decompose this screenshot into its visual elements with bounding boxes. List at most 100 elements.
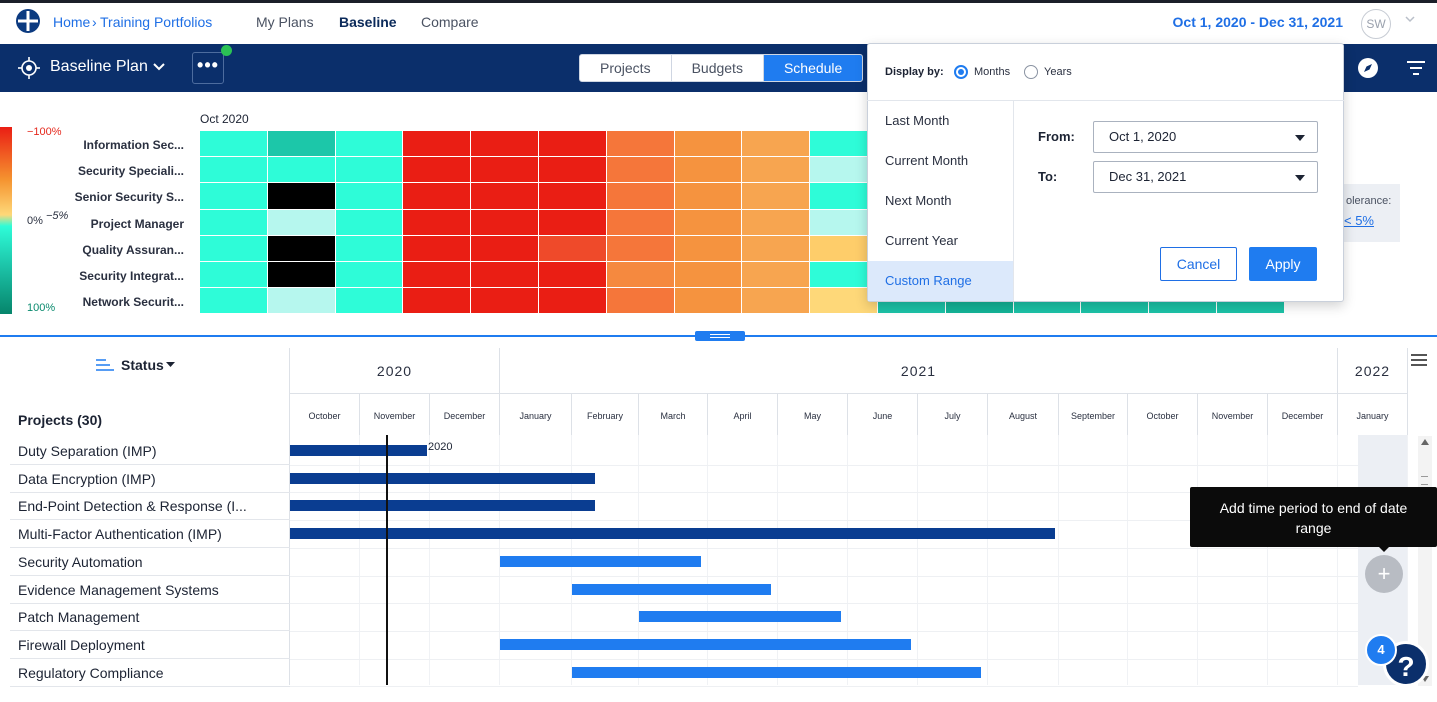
project-row[interactable]: Data Encryption (IMP) [10,465,290,493]
project-row[interactable]: Duty Separation (IMP) [10,437,290,465]
apply-button[interactable]: Apply [1249,247,1317,281]
compass-icon[interactable] [1357,57,1379,79]
heatmap-cell[interactable] [810,183,878,210]
radio-months[interactable] [954,65,968,79]
heatmap-cell[interactable] [539,157,607,184]
project-schedule-bar[interactable] [290,528,1056,540]
splitter-drag-handle[interactable] [695,331,745,341]
project-schedule-bar[interactable] [290,472,596,484]
help-notification-badge[interactable]: 4 [1365,634,1397,666]
heatmap-cell[interactable] [674,288,743,315]
heatmap-cell[interactable] [403,131,472,158]
heatmap-cell[interactable] [606,209,675,236]
heatmap-cell[interactable] [606,235,675,262]
project-row[interactable]: Security Automation [10,548,290,576]
radio-years[interactable] [1024,65,1038,79]
heatmap-cell[interactable] [200,288,268,315]
heatmap-cell[interactable] [471,209,539,236]
user-avatar[interactable]: SW [1361,9,1391,39]
heatmap-cell[interactable] [606,183,675,210]
heatmap-cell[interactable] [403,157,472,184]
heatmap-cell[interactable] [742,262,811,289]
tab-schedule[interactable]: Schedule [763,55,863,81]
project-row[interactable]: Evidence Management Systems [10,576,290,604]
chevron-down-icon[interactable] [1404,13,1416,25]
more-options-button[interactable]: ••• [192,52,224,84]
heatmap-cell[interactable] [403,262,472,289]
preset-last-month[interactable]: Last Month [885,113,950,128]
heatmap-cell[interactable] [200,262,268,289]
plan-selector[interactable]: Baseline Plan [50,58,148,75]
heatmap-cell[interactable] [471,288,539,315]
heatmap-cell[interactable] [742,131,811,158]
nav-compare[interactable]: Compare [421,14,479,30]
heatmap-cell[interactable] [810,131,878,158]
heatmap-cell[interactable] [539,131,607,158]
nav-baseline[interactable]: Baseline [339,14,397,30]
heatmap-cell[interactable] [335,157,404,184]
heatmap-cell[interactable] [539,209,607,236]
heatmap-cell[interactable] [539,288,607,315]
project-row[interactable]: Multi-Factor Authentication (IMP) [10,520,290,549]
tolerance-value-link[interactable]: < 5% [1344,213,1374,228]
heatmap-cell[interactable] [539,183,607,210]
project-row[interactable]: Patch Management [10,603,290,632]
heatmap-cell[interactable] [200,183,268,210]
heatmap-cell[interactable] [810,288,878,315]
heatmap-cell[interactable] [471,235,539,262]
heatmap-cell[interactable] [335,209,404,236]
project-schedule-bar[interactable] [290,445,427,456]
heatmap-cell[interactable] [742,183,811,210]
help-button[interactable]: ? [1383,641,1429,687]
heatmap-cell[interactable] [403,235,472,262]
from-date-select[interactable]: Oct 1, 2020 [1093,121,1318,153]
radio-months-label[interactable]: Months [974,66,1011,78]
sort-icon[interactable] [96,359,114,371]
heatmap-cell[interactable] [471,157,539,184]
heatmap-cell[interactable] [267,157,336,184]
heatmap-cell[interactable] [200,131,268,158]
heatmap-cell[interactable] [810,262,878,289]
heatmap-cell[interactable] [539,235,607,262]
heatmap-cell[interactable] [267,183,336,210]
heatmap-cell[interactable] [267,235,336,262]
project-row[interactable]: Firewall Deployment [10,631,290,659]
heatmap-cell[interactable] [335,235,404,262]
project-schedule-bar[interactable] [500,555,702,567]
heatmap-cell[interactable] [403,288,472,315]
preset-current-year[interactable]: Current Year [885,233,958,248]
project-schedule-bar[interactable] [572,583,771,595]
radio-years-label[interactable]: Years [1044,66,1072,78]
heatmap-cell[interactable] [403,183,472,210]
preset-custom-range[interactable]: Custom Range [868,261,1013,301]
breadcrumb-home[interactable]: Home [53,14,91,30]
preset-next-month[interactable]: Next Month [885,193,952,208]
heatmap-cell[interactable] [742,157,811,184]
heatmap-cell[interactable] [742,288,811,315]
tab-budgets[interactable]: Budgets [672,55,764,81]
project-schedule-bar[interactable] [639,611,841,623]
heatmap-cell[interactable] [335,131,404,158]
to-date-select[interactable]: Dec 31, 2021 [1093,161,1318,193]
heatmap-cell[interactable] [606,262,675,289]
heatmap-cell[interactable] [742,235,811,262]
project-schedule-bar[interactable] [500,638,911,650]
filter-menu-icon[interactable] [1406,60,1426,76]
tab-projects[interactable]: Projects [580,55,672,81]
heatmap-cell[interactable] [742,209,811,236]
heatmap-cell[interactable] [471,131,539,158]
cancel-button[interactable]: Cancel [1160,247,1237,281]
project-row[interactable]: Regulatory Compliance [10,659,290,687]
heatmap-cell[interactable] [267,209,336,236]
project-schedule-bar[interactable] [290,500,596,512]
heatmap-cell[interactable] [606,288,675,315]
heatmap-cell[interactable] [674,157,743,184]
heatmap-cell[interactable] [674,183,743,210]
heatmap-cell[interactable] [471,183,539,210]
column-menu-icon[interactable] [1410,353,1428,367]
heatmap-cell[interactable] [200,209,268,236]
heatmap-cell[interactable] [267,288,336,315]
breadcrumb-current[interactable]: Training Portfolios [100,14,213,30]
heatmap-cell[interactable] [200,157,268,184]
heatmap-cell[interactable] [810,235,878,262]
